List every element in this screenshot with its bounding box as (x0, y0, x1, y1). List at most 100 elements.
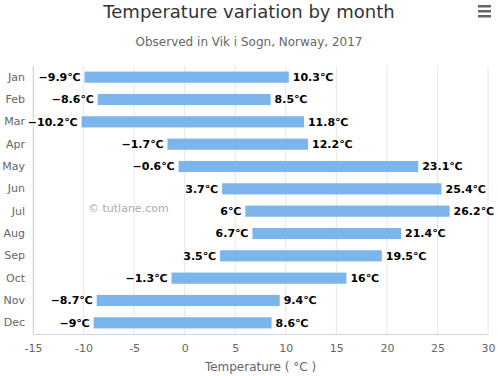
y-axis-line (33, 67, 34, 335)
data-label: −8.7℃ (51, 294, 93, 307)
y-tick: Sep (4, 249, 33, 262)
bar (82, 116, 304, 127)
data-label: 11.8℃ (308, 116, 348, 129)
data-label: 23.1℃ (422, 160, 462, 173)
x-tick: -10 (75, 334, 93, 355)
y-tick: Jan (7, 71, 33, 84)
data-label: −10.2℃ (28, 116, 78, 129)
grid-line (437, 66, 438, 334)
menu-icon[interactable] (478, 5, 491, 18)
menu-icon-line[interactable] (478, 5, 491, 8)
y-tick-label: Jan (7, 71, 25, 84)
data-label: 21.4℃ (405, 227, 445, 240)
y-tick-label: Feb (6, 93, 25, 106)
data-label: 8.6℃ (276, 317, 309, 330)
bar (179, 161, 419, 172)
grid-line (33, 66, 34, 334)
x-tick-label: 20 (380, 342, 394, 355)
y-tick: Jun (7, 182, 33, 195)
data-label: −9℃ (59, 317, 89, 330)
grid-line (235, 66, 236, 334)
x-tick-label: 0 (182, 342, 189, 355)
bar (245, 206, 449, 217)
menu-icon-line[interactable] (478, 10, 491, 13)
data-label: −0.6℃ (133, 160, 175, 173)
y-tick-label: Dec (4, 316, 25, 329)
y-tick-label: Oct (6, 272, 26, 285)
bar (98, 94, 271, 105)
data-label: −9.9℃ (39, 71, 81, 84)
y-tick-label: May (2, 160, 25, 173)
x-tick-label: 15 (330, 342, 344, 355)
data-label: −1.3℃ (125, 272, 167, 285)
y-tick: Jul (11, 205, 33, 218)
x-tick: 0 (182, 334, 189, 355)
bar (85, 72, 289, 83)
grid-line (184, 66, 185, 334)
x-tick-label: 25 (431, 342, 445, 355)
bar (220, 250, 382, 261)
y-tick-label: Jul (11, 205, 25, 218)
grid-line (488, 66, 489, 334)
bars (82, 72, 450, 329)
data-label: 8.5℃ (275, 93, 308, 106)
y-tick: Aug (4, 227, 33, 240)
y-tick-label: Jun (7, 182, 25, 195)
x-tick: 10 (279, 334, 293, 355)
x-tick: 15 (330, 334, 344, 355)
y-tick-label: Mar (4, 115, 25, 128)
grid-line (336, 66, 337, 334)
y-tick-label: Aug (4, 227, 25, 240)
data-label: 26.2℃ (454, 205, 494, 218)
data-label: 6℃ (220, 205, 241, 218)
data-label: 12.2℃ (312, 138, 352, 151)
chart: Temperature variation by month Observed i… (0, 0, 498, 376)
data-label: −8.6℃ (52, 93, 94, 106)
data-label: 19.5℃ (386, 250, 426, 263)
data-label: −1.7℃ (121, 138, 163, 151)
x-axis-line (34, 334, 489, 335)
menu-icon-line[interactable] (478, 15, 491, 18)
annotation: © tutlane.com (88, 202, 169, 215)
x-tick-label: 30 (482, 342, 496, 355)
data-label: 6.7℃ (216, 227, 249, 240)
grid-line (386, 66, 387, 334)
x-axis-title: Temperature ( °C ) (204, 360, 316, 374)
x-tick: 20 (380, 334, 394, 355)
x-tick: 25 (431, 334, 445, 355)
grid (33, 66, 488, 334)
bar (222, 183, 441, 194)
y-tick-label: Sep (4, 249, 25, 262)
x-tick-label: -10 (75, 342, 93, 355)
bar (97, 295, 280, 306)
y-tick: Nov (4, 294, 33, 307)
y-tick-label: Apr (6, 138, 26, 151)
data-label: 25.4℃ (445, 183, 485, 196)
data-label: 10.3℃ (293, 71, 333, 84)
y-tick: May (2, 160, 33, 173)
subtitle: Observed in Vik i Sogn, Norway, 2017 (136, 35, 363, 49)
x-tick-label: 10 (279, 342, 293, 355)
title: Temperature variation by month (102, 1, 394, 22)
x-tick-label: 5 (232, 342, 239, 355)
bar (94, 317, 272, 328)
y-tick: Dec (4, 316, 33, 329)
x-axis: -15 -10 -5 0 5 10 15 20 25 30 (25, 334, 496, 355)
x-tick: 5 (232, 334, 239, 355)
x-tick-label: -15 (25, 342, 43, 355)
y-axis: Jan Feb Mar Apr May Jun Jul Aug Sep Oct Nov Dec (2, 67, 33, 335)
x-tick: -15 (25, 334, 43, 355)
bar (172, 273, 347, 284)
bar (252, 228, 401, 239)
data-label: 9.4℃ (284, 294, 317, 307)
data-label: 16℃ (350, 272, 379, 285)
bar (167, 139, 308, 150)
x-tick: 30 (482, 334, 496, 355)
x-tick-label: -5 (129, 342, 140, 355)
grid-line (134, 66, 135, 334)
data-labels: −9.9℃ 10.3℃ −8.6℃ 8.5℃ −10.2℃ 11.8℃ −1.7℃ 12.2℃… (28, 71, 494, 330)
y-tick-label: Nov (4, 294, 26, 307)
data-label: 3.5℃ (183, 250, 216, 263)
y-tick: Oct (6, 272, 33, 285)
y-tick: Apr (6, 138, 33, 151)
